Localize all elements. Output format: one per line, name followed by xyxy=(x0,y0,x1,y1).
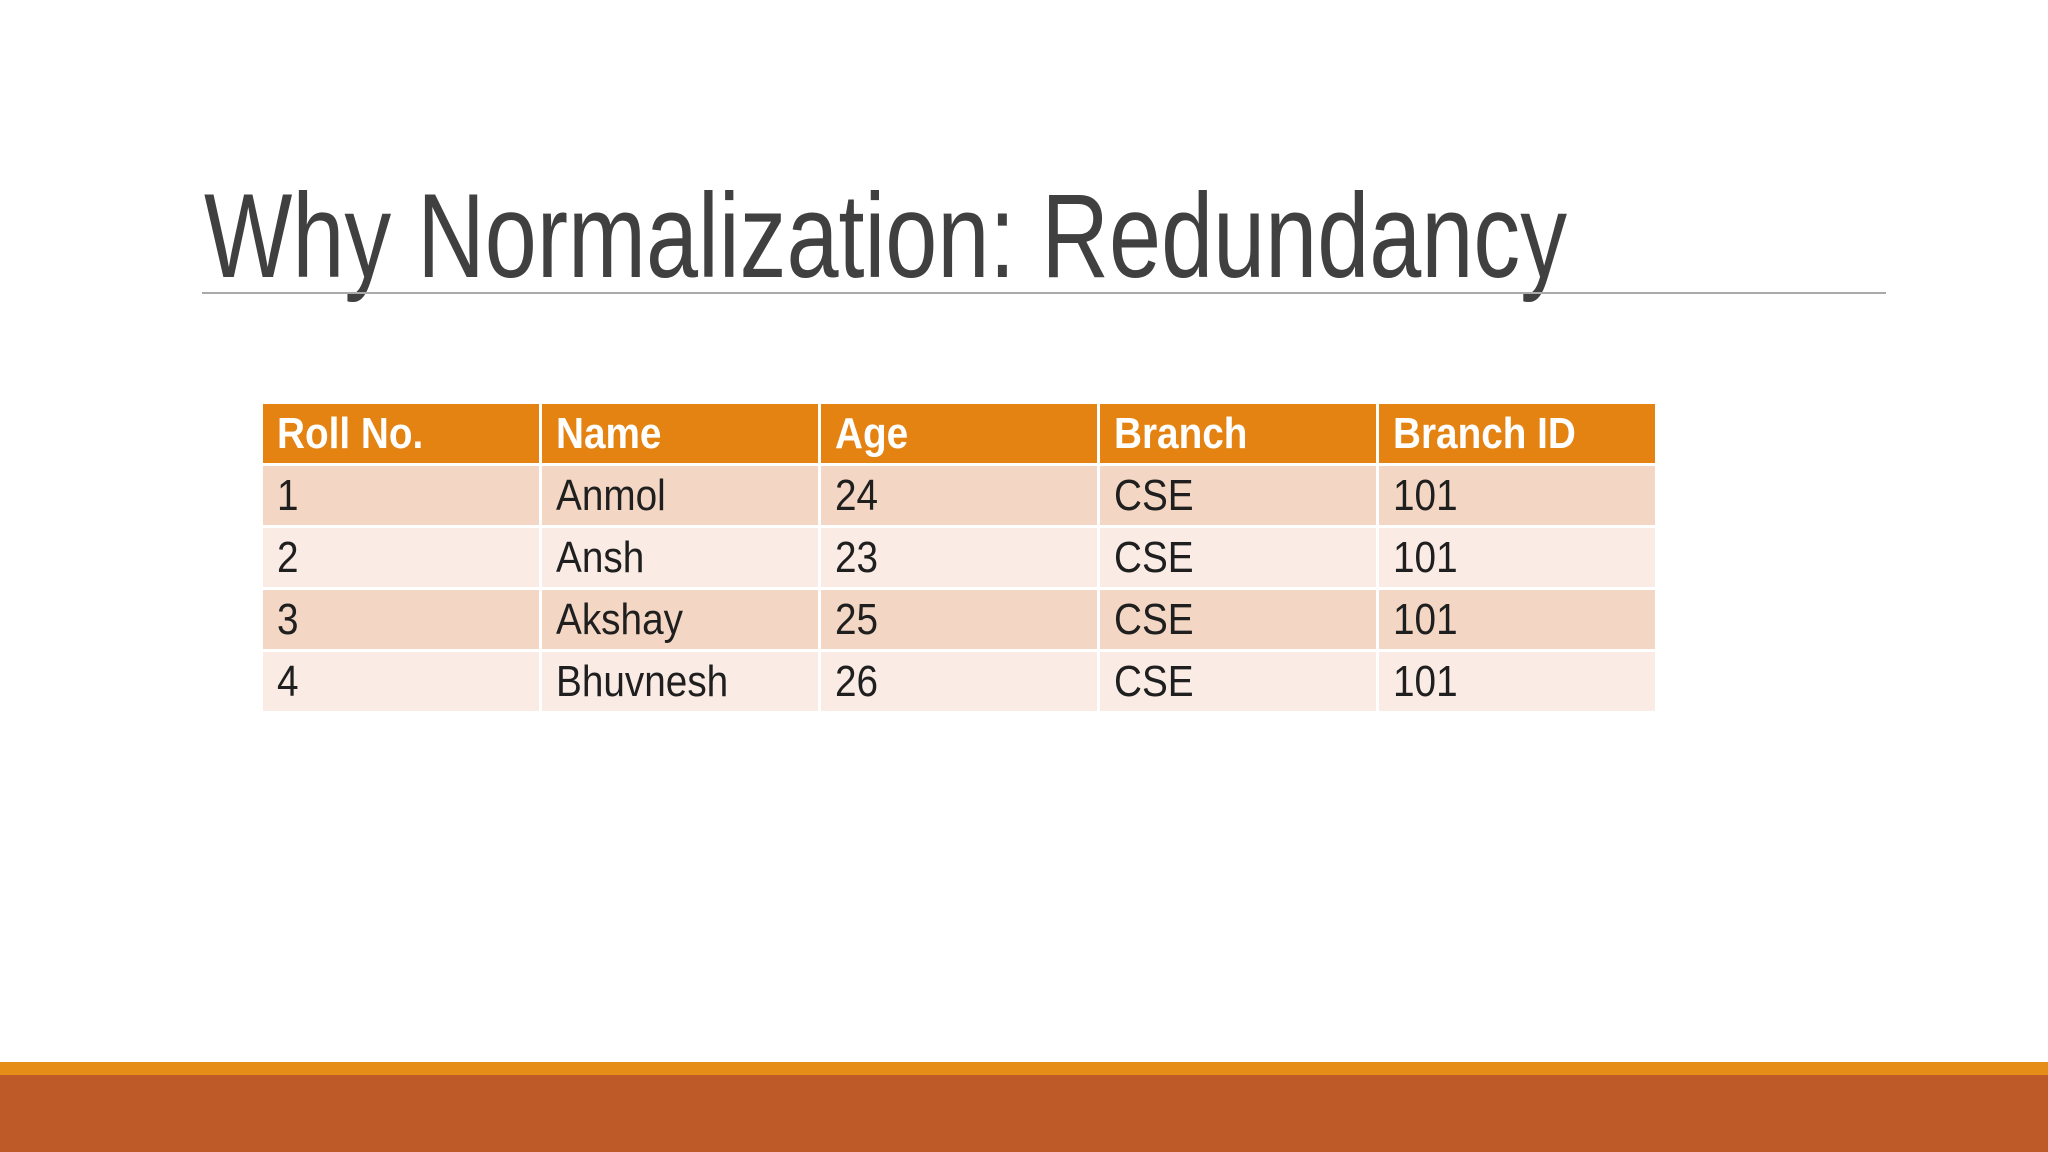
table-cell-name: Anmol xyxy=(542,466,818,525)
table-cell-branch-id: 101 xyxy=(1379,466,1655,525)
cell-value: 23 xyxy=(835,532,879,582)
table-row: 3 Akshay 25 CSE 101 xyxy=(263,590,1655,649)
table-header: Roll No. Name Age Branch Branch ID xyxy=(263,404,1655,463)
table-cell-roll-no: 3 xyxy=(263,590,539,649)
table-cell-branch-id: 101 xyxy=(1379,528,1655,587)
table-cell-name: Akshay xyxy=(542,590,818,649)
table-cell-age: 26 xyxy=(821,652,1097,711)
table-cell-roll-no: 2 xyxy=(263,528,539,587)
column-header-label: Branch xyxy=(1114,408,1248,458)
page-title: Why Normalization: Redundancy xyxy=(204,176,1951,296)
cell-value: CSE xyxy=(1114,594,1194,644)
cell-value: 24 xyxy=(835,470,879,520)
title-underline xyxy=(202,292,1886,294)
cell-value: 3 xyxy=(277,594,299,644)
table-cell-name: Ansh xyxy=(542,528,818,587)
table-cell-branch: CSE xyxy=(1100,590,1376,649)
cell-value: CSE xyxy=(1114,470,1194,520)
cell-value: CSE xyxy=(1114,532,1194,582)
table-body: 1 Anmol 24 CSE 101 2 Ansh 23 CSE 101 3 A… xyxy=(263,466,1655,711)
table-cell-branch-id: 101 xyxy=(1379,590,1655,649)
column-header-age: Age xyxy=(821,404,1097,463)
table-cell-branch: CSE xyxy=(1100,528,1376,587)
column-header-label: Age xyxy=(835,408,909,458)
cell-value: Anmol xyxy=(556,470,666,520)
footer-bar xyxy=(0,1075,2048,1152)
column-header-branch-id: Branch ID xyxy=(1379,404,1655,463)
page-title-text: Why Normalization: Redundancy xyxy=(204,169,1568,303)
cell-value: 101 xyxy=(1393,532,1458,582)
cell-value: 101 xyxy=(1393,594,1458,644)
cell-value: Bhuvnesh xyxy=(556,656,729,706)
column-header-label: Name xyxy=(556,408,662,458)
table-row: 1 Anmol 24 CSE 101 xyxy=(263,466,1655,525)
cell-value: 1 xyxy=(277,470,299,520)
cell-value: 25 xyxy=(835,594,879,644)
cell-value: 4 xyxy=(277,656,299,706)
table-header-row: Roll No. Name Age Branch Branch ID xyxy=(263,404,1655,463)
column-header-roll-no: Roll No. xyxy=(263,404,539,463)
table-cell-age: 24 xyxy=(821,466,1097,525)
column-header-branch: Branch xyxy=(1100,404,1376,463)
cell-value: 26 xyxy=(835,656,879,706)
table-cell-branch: CSE xyxy=(1100,466,1376,525)
cell-value: 101 xyxy=(1393,470,1458,520)
footer-accent-band xyxy=(0,1062,2048,1075)
cell-value: 2 xyxy=(277,532,299,582)
table-cell-roll-no: 4 xyxy=(263,652,539,711)
table-cell-age: 25 xyxy=(821,590,1097,649)
column-header-label: Branch ID xyxy=(1393,408,1576,458)
table-row: 2 Ansh 23 CSE 101 xyxy=(263,528,1655,587)
cell-value: CSE xyxy=(1114,656,1194,706)
students-table: Roll No. Name Age Branch Branch ID 1 Anm… xyxy=(260,401,1658,714)
table-cell-roll-no: 1 xyxy=(263,466,539,525)
cell-value: 101 xyxy=(1393,656,1458,706)
table-row: 4 Bhuvnesh 26 CSE 101 xyxy=(263,652,1655,711)
table-cell-name: Bhuvnesh xyxy=(542,652,818,711)
cell-value: Ansh xyxy=(556,532,645,582)
table-cell-age: 23 xyxy=(821,528,1097,587)
table-cell-branch: CSE xyxy=(1100,652,1376,711)
table-cell-branch-id: 101 xyxy=(1379,652,1655,711)
column-header-label: Roll No. xyxy=(277,408,424,458)
column-header-name: Name xyxy=(542,404,818,463)
cell-value: Akshay xyxy=(556,594,683,644)
